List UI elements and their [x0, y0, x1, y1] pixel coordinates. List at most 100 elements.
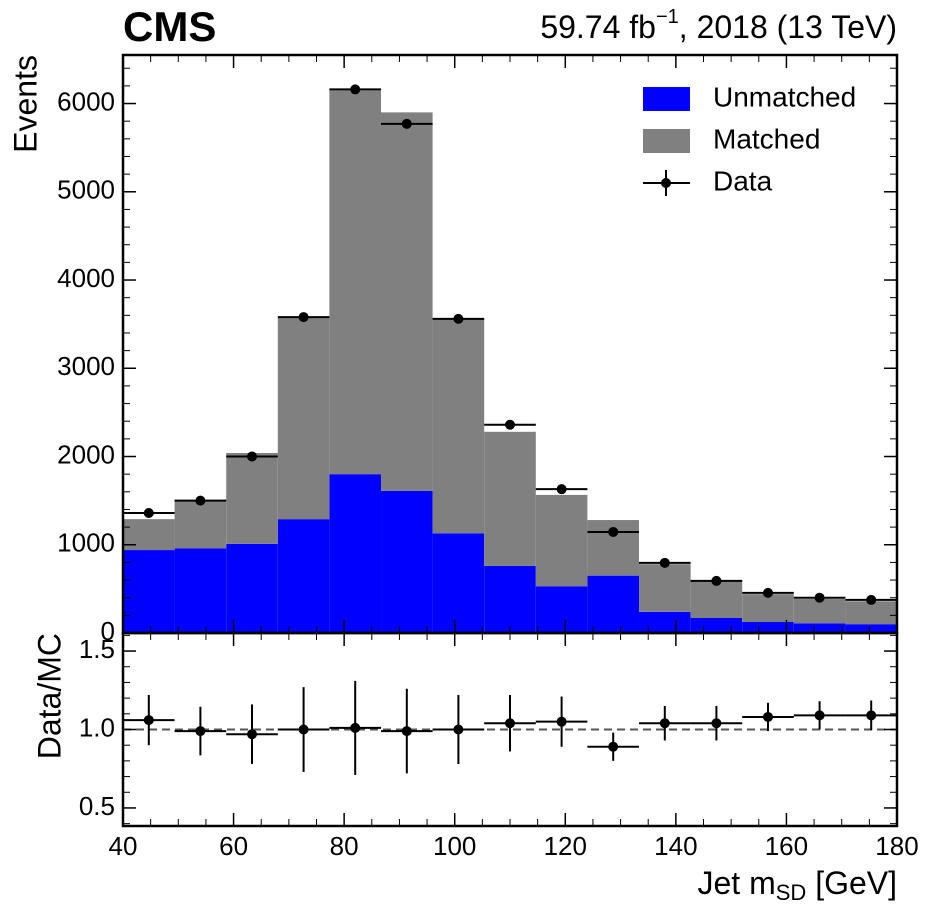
- histogram-bar: [381, 112, 433, 491]
- x-label-subscript: SD: [776, 880, 807, 905]
- histogram-bar: [329, 474, 382, 633]
- marker: [711, 718, 722, 729]
- marker: [401, 118, 412, 129]
- marker: [711, 575, 722, 586]
- ratio-point: [587, 732, 639, 761]
- legend-label: Matched: [713, 123, 820, 154]
- legend-label: Data: [713, 165, 773, 196]
- x-label-text: Jet m: [698, 865, 776, 901]
- ratio-point: [329, 680, 382, 776]
- marker: [608, 741, 619, 752]
- ratio-point: [226, 704, 278, 765]
- y-axis-label: Events: [7, 55, 43, 153]
- x-tick-label: 40: [109, 831, 138, 861]
- histogram-bar: [432, 317, 485, 534]
- marker: [659, 718, 670, 729]
- marker: [401, 726, 412, 737]
- legend-symbol: [661, 178, 671, 188]
- lumi-label: 59.74 fb−1, 2018 (13 TeV): [540, 6, 897, 45]
- lumi-text: , 2018 (13 TeV): [679, 9, 897, 45]
- marker: [505, 718, 515, 729]
- marker: [453, 724, 464, 735]
- data-point: [484, 419, 536, 430]
- ratio-point: [742, 702, 794, 732]
- x-tick-label: 140: [654, 831, 697, 861]
- histogram-bar: [484, 565, 536, 633]
- y-tick-label: 2000: [57, 439, 115, 469]
- histogram-bar: [742, 621, 794, 633]
- ratio-point: [845, 700, 897, 731]
- histogram-bar: [845, 624, 897, 633]
- legend-swatch: [643, 129, 690, 153]
- marker: [814, 710, 825, 721]
- histogram-bar: [226, 452, 278, 544]
- marker: [556, 484, 567, 495]
- histogram-bar: [793, 599, 846, 624]
- marker: [350, 84, 361, 95]
- histogram-bar: [432, 533, 485, 633]
- ratio-point: [432, 694, 485, 765]
- data-point: [381, 118, 433, 129]
- y-axis-label: Data/MC: [31, 633, 67, 759]
- marker: [762, 711, 773, 722]
- histogram-bar: [174, 548, 227, 633]
- marker: [247, 451, 258, 462]
- data-point: [587, 526, 639, 537]
- y-tick-label: 4000: [57, 263, 115, 293]
- ratio-point: [690, 705, 743, 741]
- marker: [195, 495, 206, 506]
- marker: [762, 587, 773, 598]
- data-point: [690, 575, 743, 586]
- data-point: [123, 507, 175, 518]
- x-tick-label: 60: [219, 831, 248, 861]
- y-tick-label: 1.0: [79, 712, 115, 742]
- marker: [505, 419, 515, 430]
- histogram-bar: [587, 575, 639, 633]
- histogram-bar: [381, 490, 433, 633]
- ratio-point: [793, 701, 846, 730]
- data-point: [174, 495, 227, 506]
- data-point: [845, 594, 897, 605]
- histogram-bar: [638, 611, 691, 633]
- plot-frame: [121, 631, 899, 828]
- data-point: [535, 484, 588, 495]
- marker: [814, 592, 825, 603]
- y-tick-label: 1.5: [79, 634, 115, 664]
- histogram-bar: [174, 499, 227, 549]
- y-tick-label: 0.5: [79, 791, 115, 821]
- histogram-bar: [329, 90, 382, 475]
- histogram-bar: [277, 317, 330, 520]
- ratio-point: [123, 694, 175, 746]
- x-tick-label: 160: [765, 831, 808, 861]
- marker: [659, 557, 670, 568]
- y-tick-label: 5000: [57, 175, 115, 205]
- marker: [866, 710, 877, 721]
- chart-title: CMS: [123, 3, 216, 50]
- y-tick-label: 3000: [57, 351, 115, 381]
- marker: [866, 594, 877, 605]
- marker: [453, 313, 464, 324]
- data-point: [329, 84, 382, 95]
- marker: [247, 729, 258, 740]
- histogram-bar: [793, 623, 846, 633]
- x-axis-label: Jet mSD [GeV]: [698, 865, 898, 904]
- data-point: [277, 312, 330, 323]
- ratio-point: [638, 705, 691, 741]
- legend-label: Unmatched: [713, 81, 856, 112]
- ratio-point: [381, 688, 433, 774]
- histogram-bar: [277, 519, 330, 633]
- ratio-point: [484, 694, 536, 752]
- histogram-bar: [742, 594, 794, 622]
- marker: [608, 526, 619, 537]
- histogram-bar: [690, 617, 743, 633]
- histogram-bar: [690, 580, 743, 618]
- ratio-point: [535, 696, 588, 747]
- marker: [556, 716, 567, 727]
- y-tick-label: 1000: [57, 528, 115, 558]
- histogram-bar: [226, 543, 278, 633]
- lumi-exponent: −1: [656, 6, 679, 28]
- marker: [143, 507, 154, 518]
- marker: [195, 726, 206, 737]
- x-tick-label: 100: [433, 831, 476, 861]
